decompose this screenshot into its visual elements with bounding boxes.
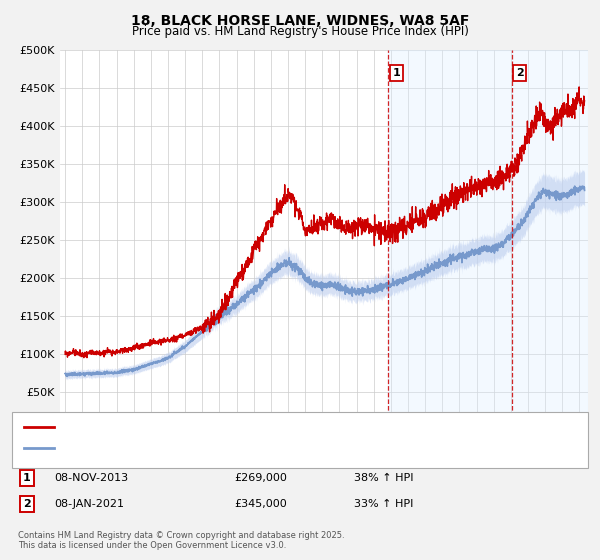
Text: HPI: Average price, detached house, Halton: HPI: Average price, detached house, Halt…: [60, 443, 298, 453]
Text: This data is licensed under the Open Government Licence v3.0.: This data is licensed under the Open Gov…: [18, 542, 286, 550]
Text: 2: 2: [516, 68, 524, 78]
Text: 2: 2: [23, 499, 31, 509]
Text: 38% ↑ HPI: 38% ↑ HPI: [354, 473, 413, 483]
Text: 1: 1: [392, 68, 400, 78]
Text: £345,000: £345,000: [234, 499, 287, 509]
Text: 18, BLACK HORSE LANE, WIDNES, WA8 5AF: 18, BLACK HORSE LANE, WIDNES, WA8 5AF: [131, 14, 469, 28]
Text: 08-JAN-2021: 08-JAN-2021: [54, 499, 124, 509]
Text: Price paid vs. HM Land Registry's House Price Index (HPI): Price paid vs. HM Land Registry's House …: [131, 25, 469, 38]
Text: £269,000: £269,000: [234, 473, 287, 483]
Bar: [388, 50, 588, 430]
Text: 33% ↑ HPI: 33% ↑ HPI: [354, 499, 413, 509]
Text: 18, BLACK HORSE LANE, WIDNES, WA8 5AF (detached house): 18, BLACK HORSE LANE, WIDNES, WA8 5AF (d…: [60, 422, 398, 432]
Text: Contains HM Land Registry data © Crown copyright and database right 2025.: Contains HM Land Registry data © Crown c…: [18, 531, 344, 540]
Text: 1: 1: [23, 473, 31, 483]
Text: 08-NOV-2013: 08-NOV-2013: [54, 473, 128, 483]
